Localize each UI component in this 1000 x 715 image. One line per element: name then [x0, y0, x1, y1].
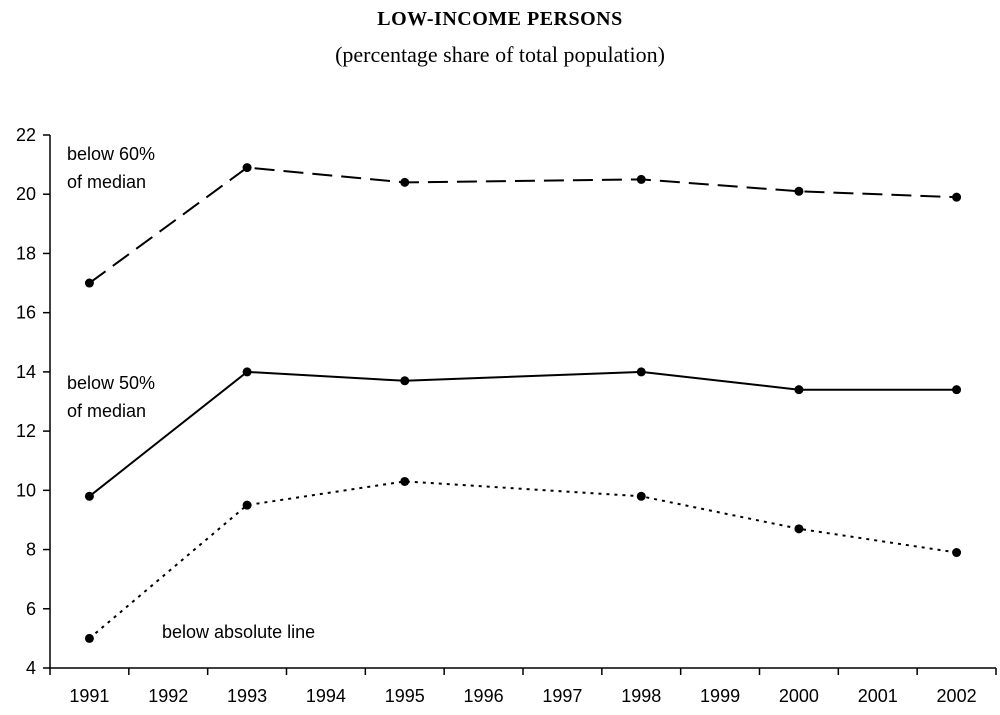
y-tick-label: 14: [16, 362, 36, 382]
series-line-2: [88, 370, 957, 498]
series-line-3: [88, 480, 957, 640]
y-tick-label: 10: [16, 480, 36, 500]
y-tick-label: 6: [26, 599, 36, 619]
data-point: [84, 491, 94, 501]
x-tick-label: 1991: [69, 686, 109, 706]
x-tick-label: 1992: [148, 686, 188, 706]
x-tick-label: 1999: [700, 686, 740, 706]
data-point: [794, 385, 804, 395]
y-tick-label: 18: [16, 243, 36, 263]
y-tick-label: 4: [26, 658, 36, 678]
series-line-1: [88, 166, 957, 284]
y-tick-label: 12: [16, 421, 36, 441]
data-point: [952, 548, 962, 558]
series-label: of median: [67, 401, 146, 421]
x-tick-label: 1995: [385, 686, 425, 706]
y-tick-label: 22: [16, 125, 36, 145]
y-tick-label: 8: [26, 540, 36, 560]
x-tick-label: 2000: [779, 686, 819, 706]
series-label: below 50%: [67, 373, 155, 393]
series-label: of median: [67, 172, 146, 192]
data-point: [952, 385, 962, 395]
chart-title: LOW-INCOME PERSONS: [377, 8, 623, 30]
x-tick-label: 1996: [464, 686, 504, 706]
x-tick-label: 1998: [621, 686, 661, 706]
data-point: [952, 192, 962, 202]
y-tick-label: 16: [16, 303, 36, 323]
x-tick-label: 1994: [306, 686, 346, 706]
data-point: [400, 376, 410, 386]
series-label: below 60%: [67, 144, 155, 164]
axes: 4 6 8 10 12 14 16 18 20 22 1991 1992 1993 1994 1995 199…: [16, 125, 997, 706]
data-point: [636, 367, 646, 377]
series-labels: below 60% of median below 50% of median belo…: [67, 144, 315, 642]
series-layer: [84, 163, 962, 643]
data-point: [84, 633, 94, 643]
data-point: [794, 524, 804, 534]
data-point: [794, 186, 804, 196]
data-point: [400, 177, 410, 187]
data-point: [400, 476, 410, 486]
data-point: [636, 174, 646, 184]
series-label: below absolute line: [162, 622, 315, 642]
data-point: [84, 278, 94, 288]
data-point: [242, 500, 252, 510]
x-tick-label: 1997: [542, 686, 582, 706]
x-tick-label: 2002: [937, 686, 977, 706]
chart-subtitle: (percentage share of total population): [335, 42, 665, 67]
data-point: [242, 367, 252, 377]
x-tick-label: 1993: [227, 686, 267, 706]
data-point: [242, 163, 252, 173]
y-tick-label: 20: [16, 184, 36, 204]
data-point: [636, 491, 646, 501]
x-tick-label: 2001: [858, 686, 898, 706]
